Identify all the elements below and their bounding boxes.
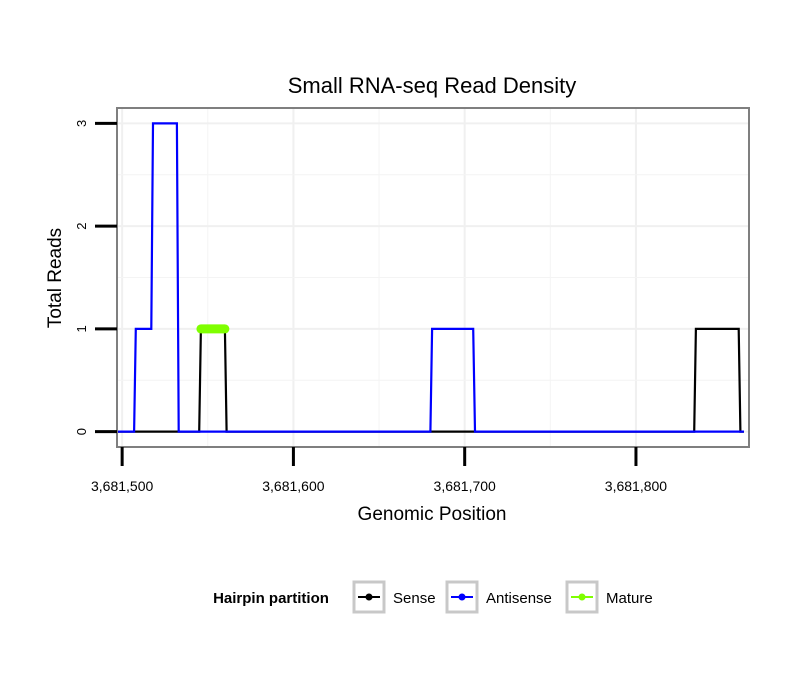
x-axis: 3,681,500 3,681,600 3,681,700 3,681,800	[91, 447, 667, 494]
series-layer	[117, 122, 744, 433]
legend-key-point	[458, 593, 466, 601]
y-tick-label: 2	[74, 222, 89, 229]
x-axis-label: Genomic Position	[358, 504, 507, 525]
y-axis: 0 1 2 3	[74, 120, 117, 435]
y-tick-label: 1	[74, 325, 89, 332]
y-axis-label: Total Reads	[45, 228, 66, 328]
legend-label: Antisense	[486, 590, 552, 607]
legend-item-sense: Sense	[352, 580, 436, 614]
x-tick-label: 3,681,500	[91, 478, 153, 494]
chart-title: Small RNA-seq Read Density	[288, 73, 577, 98]
x-tick-label: 3,681,800	[605, 478, 667, 494]
legend-label: Mature	[606, 590, 653, 607]
legend-item-antisense: Antisense	[445, 580, 552, 614]
grid	[117, 108, 749, 447]
plot-panel-border	[116, 107, 750, 448]
y-tick-label: 3	[74, 120, 89, 127]
legend-key-point	[365, 593, 373, 601]
series-antisense-line	[117, 122, 744, 433]
legend-key-point	[578, 593, 586, 601]
legend-title: Hairpin partition	[213, 590, 329, 607]
legend-label: Sense	[393, 590, 436, 607]
x-tick-label: 3,681,700	[434, 478, 496, 494]
legend-item-mature: Mature	[565, 580, 653, 614]
x-tick-label: 3,681,600	[262, 478, 324, 494]
legend: Hairpin partition Sense Antisense Mature	[213, 580, 653, 614]
y-tick-label: 0	[74, 428, 89, 435]
